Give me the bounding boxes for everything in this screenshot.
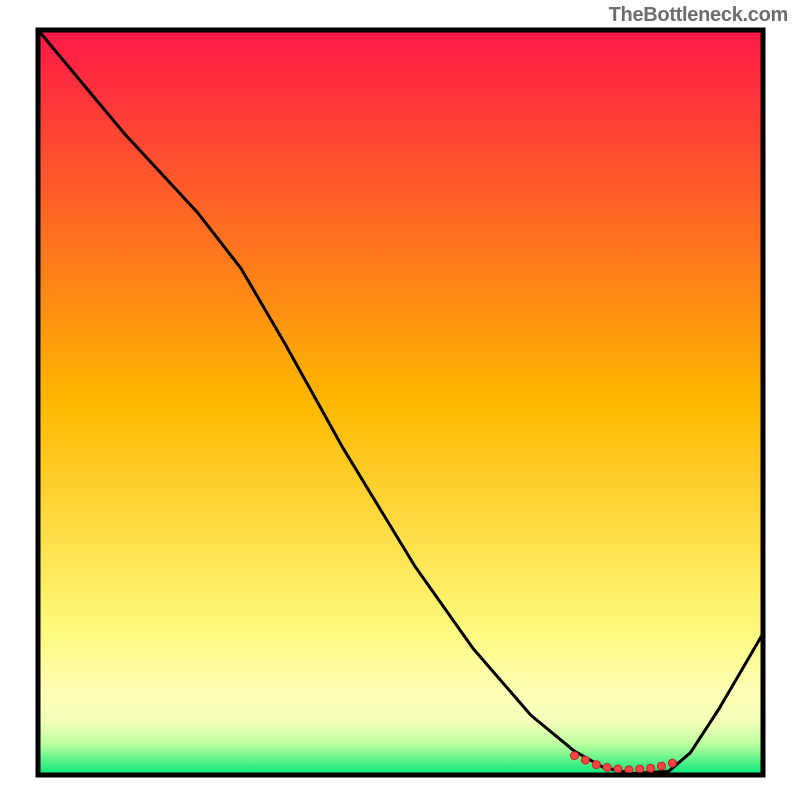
optimum-marker [668, 759, 676, 767]
optimum-marker [581, 756, 589, 764]
optimum-marker [636, 765, 644, 773]
optimum-marker [658, 762, 666, 770]
optimum-marker [592, 761, 600, 769]
chart-background [38, 30, 763, 775]
bottleneck-chart [0, 0, 800, 800]
optimum-marker [614, 765, 622, 773]
chart-wrapper: TheBottleneck.com [0, 0, 800, 800]
optimum-marker [603, 764, 611, 772]
optimum-marker [647, 764, 655, 772]
optimum-marker [571, 752, 579, 760]
